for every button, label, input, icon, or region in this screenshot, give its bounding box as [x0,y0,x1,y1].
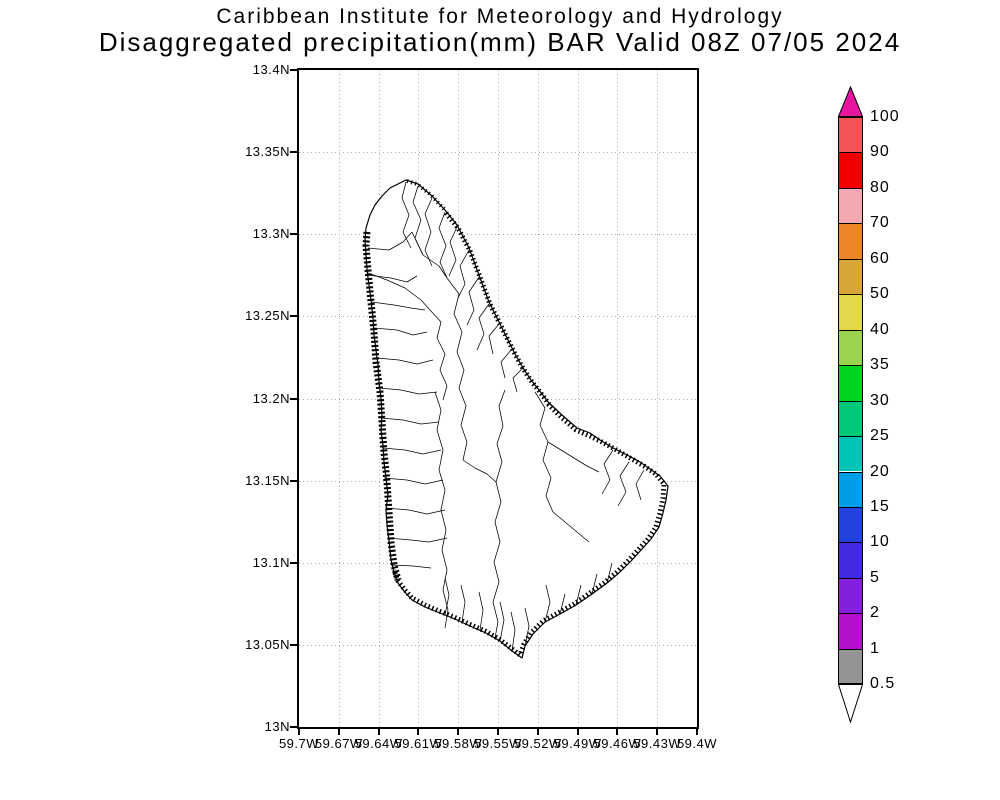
x-axis-label: 59.52W [513,736,562,751]
watershed-boundaries [367,181,645,652]
colorbar-label: 80 [870,178,890,196]
colorbar-under-arrow [838,684,863,723]
page-title: Caribbean Institute for Meteorology and … [216,5,784,28]
x-axis-label: 59.46W [593,736,642,751]
colorbar-segment [838,506,863,543]
colorbar-label: 30 [870,391,890,409]
gridline-horizontal [299,644,697,646]
page-subtitle: Disaggregated precipitation(mm) BAR Vali… [98,27,902,57]
gridline-horizontal [299,152,697,154]
island-group [362,179,669,660]
colorbar-label: 15 [870,497,890,515]
colorbar-label: 70 [870,214,890,232]
colorbar-segment [838,542,863,578]
colorbar-label: 1 [870,639,880,657]
colorbar-label: 10 [870,533,890,551]
y-axis-label: 13.35N [245,144,290,160]
colorbar-label: 2 [870,604,880,622]
colorbar-segment [838,400,863,437]
x-axis-label: 59.43W [633,736,682,751]
x-axis-tick [417,727,420,735]
colorbar-label: 0.5 [870,675,896,693]
y-axis-tick [290,561,298,564]
x-axis-label: 59.49W [553,736,602,751]
colorbar-segment [838,648,863,685]
y-axis-tick [290,726,298,728]
x-axis-label: 59.67W [314,736,363,751]
under-triangle [838,684,863,723]
y-axis-tick [290,233,298,236]
colorbar-segment [838,365,863,401]
y-axis-tick [290,151,298,154]
x-axis-tick [616,727,619,735]
y-axis-label: 13N [264,719,290,734]
colorbar-segment [838,187,863,224]
x-axis-tick [656,727,659,735]
x-axis-tick [497,727,499,735]
colorbar-segment [838,436,863,472]
y-axis-tick [290,397,298,400]
y-axis-tick [290,69,298,71]
y-axis-label: 13.4N [252,62,290,77]
colorbar-label: 90 [870,143,890,161]
colorbar-segment [838,294,863,330]
colorbar-segment [838,117,863,153]
y-axis-label: 13.05N [245,636,290,652]
colorbar-segment [838,471,863,507]
x-axis-tick [298,727,300,735]
x-axis-label: 59.55W [474,736,522,751]
colorbar-label: 50 [870,285,890,303]
over-triangle [838,86,863,117]
colorbar-segment [838,223,863,259]
x-axis-tick [536,727,539,735]
colorbar-segment [838,613,863,649]
coastline-path [364,179,669,659]
x-axis-label: 59.64W [354,736,403,751]
y-axis-label: 13.2N [252,390,290,406]
gridline-horizontal [299,316,697,318]
x-axis-label: 59.61W [394,736,443,751]
colorbar-label: 5 [870,568,880,586]
colorbar-label: 35 [870,356,890,374]
y-axis-label: 13.1N [252,554,290,570]
x-axis-label: 59.4W [676,736,718,751]
x-axis-label: 59.58W [434,736,483,751]
gridline-horizontal [299,234,697,236]
colorbar-label: 100 [870,108,900,125]
coastal-hatch-northeast [406,179,551,406]
colorbar-label: 40 [870,320,890,338]
x-axis-label: 59.7W [278,736,320,751]
colorbar-segment [838,577,863,614]
y-axis-label: 13.25N [245,308,290,324]
x-axis-tick [576,727,579,735]
colorbar-over-arrow [838,86,863,117]
y-axis-label: 13.3N [252,226,290,242]
coastal-hatch-southeast [391,402,667,660]
x-axis-tick [377,727,380,735]
colorbar-label: 60 [870,249,890,267]
x-axis-tick [457,727,460,735]
y-axis-tick [290,315,298,318]
colorbar-segment [838,329,863,366]
colorbar-label: 20 [870,462,890,480]
y-axis-tick [290,643,298,646]
y-axis-tick [290,479,298,482]
colorbar-label: 25 [870,427,890,445]
x-axis-tick [696,727,698,735]
colorbar-segment [838,258,863,295]
x-axis-tick [337,727,340,735]
y-axis-label: 13.15N [245,472,290,488]
colorbar-segment [838,152,863,188]
barbados-map [362,179,669,660]
